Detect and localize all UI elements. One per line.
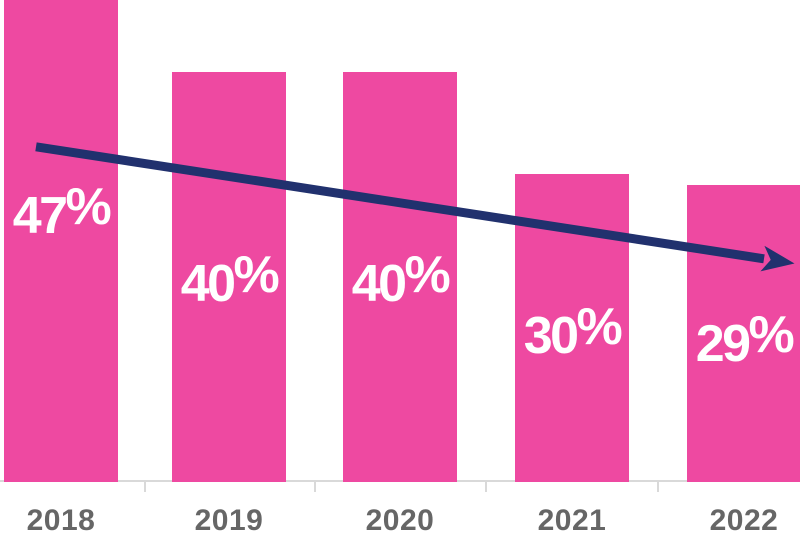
percent-sign: % bbox=[233, 246, 280, 304]
category-label-2021: 2021 bbox=[537, 504, 607, 537]
data-label: 40% bbox=[351, 249, 451, 313]
axis-tick bbox=[485, 482, 487, 492]
data-label: 47% bbox=[12, 181, 112, 245]
axis-tick bbox=[144, 482, 146, 492]
bar-2020 bbox=[343, 72, 457, 482]
data-label-number: 40 bbox=[351, 255, 407, 313]
category-label-2019: 2019 bbox=[194, 504, 264, 537]
data-label-number: 29 bbox=[695, 314, 751, 373]
category-label-2022: 2022 bbox=[709, 504, 779, 537]
bar-2019 bbox=[172, 72, 286, 482]
data-label: 30% bbox=[523, 301, 623, 365]
percent-sign: % bbox=[576, 298, 623, 356]
category-label-2018: 2018 bbox=[26, 504, 96, 537]
data-label-number: 30 bbox=[523, 307, 579, 365]
axis-tick bbox=[313, 482, 316, 492]
axis-tick bbox=[657, 482, 659, 492]
category-label-2020: 2020 bbox=[365, 504, 435, 537]
percent-sign: % bbox=[65, 178, 112, 236]
data-label-number: 40 bbox=[180, 255, 236, 313]
percent-sign: % bbox=[404, 246, 451, 304]
data-label: 40% bbox=[180, 249, 280, 313]
data-label-number: 47 bbox=[12, 187, 68, 245]
percent-sign: % bbox=[748, 305, 795, 364]
data-label: 29% bbox=[695, 309, 795, 373]
